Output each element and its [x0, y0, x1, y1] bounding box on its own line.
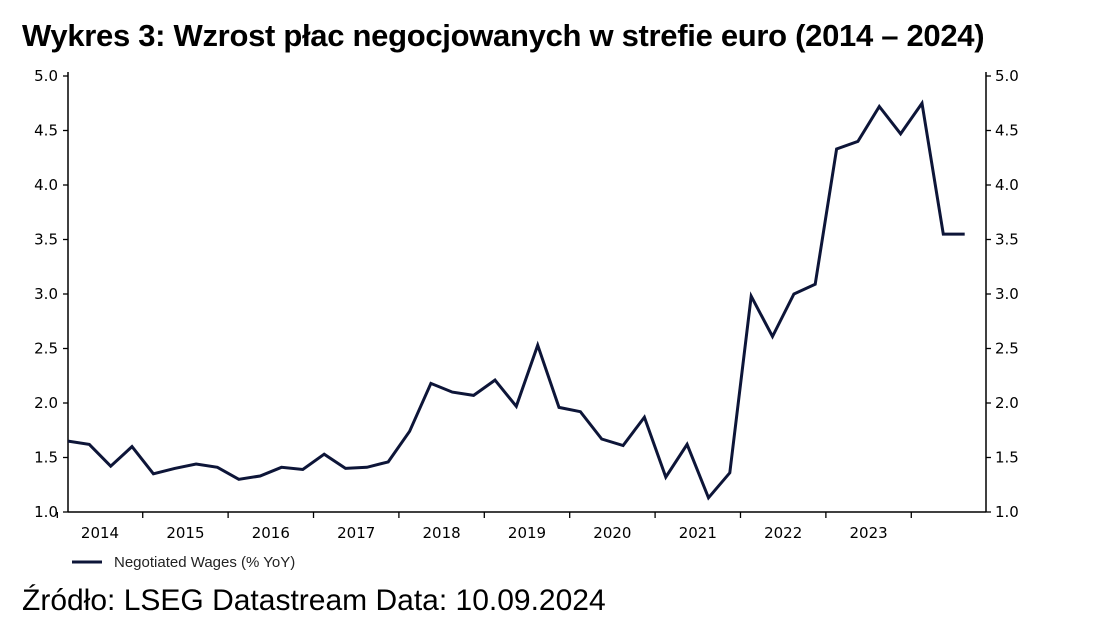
y-tick-label-right: 4.0 — [995, 176, 1019, 194]
series-line — [68, 99, 965, 501]
chart-series — [68, 99, 965, 501]
x-tick-label: 2016 — [252, 524, 290, 542]
x-tick-label: 2019 — [508, 524, 546, 542]
x-tick-label: 2017 — [337, 524, 375, 542]
y-tick-label-left: 3.0 — [34, 285, 58, 303]
y-tick-label-right: 2.0 — [995, 394, 1019, 412]
y-tick-label-right: 5.0 — [995, 67, 1019, 85]
y-tick-label-left: 2.5 — [34, 340, 58, 358]
y-tick-label-right: 3.5 — [995, 231, 1019, 249]
x-tick-label: 2014 — [81, 524, 119, 542]
y-tick-label-left: 2.0 — [34, 394, 58, 412]
y-tick-label-left: 1.5 — [34, 449, 58, 467]
chart-title: Wykres 3: Wzrost płac negocjowanych w st… — [22, 18, 985, 53]
y-tick-label-right: 1.5 — [995, 449, 1019, 467]
y-tick-label-left: 4.5 — [34, 122, 58, 140]
y-tick-label-right: 4.5 — [995, 122, 1019, 140]
chart-ticks: 1.0 1.0 1.5 1.5 2.0 2.0 2.5 2.5 3.0 3.0 3.5 3.5 4.0 4… — [34, 67, 1019, 542]
y-tick-label-right: 2.5 — [995, 340, 1019, 358]
y-tick-label-right: 3.0 — [995, 285, 1019, 303]
y-tick-label-left: 3.5 — [34, 231, 58, 249]
y-tick-label-right: 1.0 — [995, 503, 1019, 521]
x-tick-label: 2021 — [679, 524, 717, 542]
source-note: Źródło: LSEG Datastream Data: 10.09.2024 — [22, 584, 606, 617]
line-chart: 1.0 1.0 1.5 1.5 2.0 2.0 2.5 2.5 3.0 3.0 3.5 3.5 4.0 4… — [34, 67, 1019, 571]
x-tick-label: 2022 — [764, 524, 802, 542]
y-tick-label-left: 5.0 — [34, 67, 58, 85]
legend-label: Negotiated Wages (% YoY) — [114, 554, 295, 571]
x-tick-label: 2020 — [593, 524, 631, 542]
y-tick-label-left: 4.0 — [34, 176, 58, 194]
x-tick-label: 2018 — [423, 524, 461, 542]
chart-legend: Negotiated Wages (% YoY) — [72, 554, 295, 571]
y-tick-label-left: 1.0 — [34, 503, 58, 521]
chart-axes — [67, 72, 987, 513]
x-tick-label: 2015 — [166, 524, 204, 542]
x-tick-label: 2023 — [849, 524, 887, 542]
